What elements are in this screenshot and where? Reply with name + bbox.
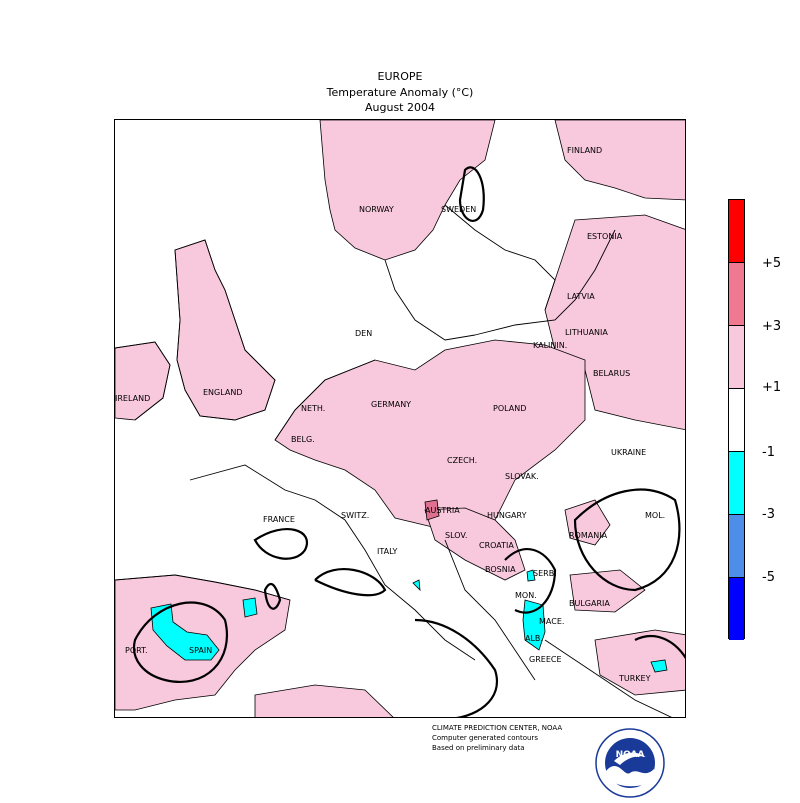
map-region-title: EUROPE <box>377 70 423 83</box>
label-bulgaria: BULGARIA <box>569 599 610 608</box>
label-estonia: ESTONIA <box>587 232 623 241</box>
colorbar-label: +5 <box>762 256 782 271</box>
label-bosnia: BOSNIA <box>485 565 516 574</box>
credit-line: Based on preliminary data <box>432 744 525 752</box>
label-ukraine: UKRAINE <box>611 448 646 457</box>
label-spain: SPAIN <box>189 646 212 655</box>
europe-anomaly-map: FINLAND NORWAY SWEDEN ESTONIA LATVIA DEN… <box>114 119 686 718</box>
noaa-logo-text: NOAA <box>616 750 645 760</box>
credit-line: CLIMATE PREDICTION CENTER, NOAA <box>432 724 563 732</box>
label-macedonia: MACE. <box>539 617 564 626</box>
positive-anomaly-regions <box>115 120 685 717</box>
label-slovenia: SLOV. <box>445 531 467 540</box>
colorbar-segment <box>729 200 744 263</box>
map-period-subtitle: August 2004 <box>365 101 435 114</box>
label-england: ENGLAND <box>203 388 243 397</box>
coastline-outlines <box>115 204 672 717</box>
label-netherlands: NETH. <box>301 404 325 413</box>
label-belgium: BELG. <box>291 435 315 444</box>
negative-anomaly-regions <box>150 569 668 673</box>
colorbar-label: -5 <box>762 570 775 585</box>
colorbar-label: +3 <box>762 319 782 334</box>
label-romania: ROMANIA <box>569 531 608 540</box>
credit-line: Computer generated contours <box>432 734 538 742</box>
label-greece: GREECE <box>529 655 562 664</box>
label-germany: GERMANY <box>371 400 411 409</box>
label-poland: POLAND <box>493 404 526 413</box>
label-denmark: DEN <box>355 329 372 338</box>
label-slovakia: SLOVAK. <box>505 472 539 481</box>
label-kaliningrad: KALININ. <box>533 341 567 350</box>
label-latvia: LATVIA <box>567 292 595 301</box>
label-croatia: CROATIA <box>479 541 514 550</box>
colorbar-segment <box>729 326 744 389</box>
colorbar-segment <box>729 578 744 640</box>
label-czech: CZECH. <box>447 456 477 465</box>
label-norway: NORWAY <box>359 205 394 214</box>
label-moldova: MOL. <box>645 511 665 520</box>
label-austria: AUSTRIA <box>425 506 460 515</box>
strong-positive-anomaly-regions <box>424 499 440 521</box>
colorbar-segment <box>729 389 744 452</box>
label-montenegro: MON. <box>515 591 537 600</box>
country-labels: FINLAND NORWAY SWEDEN ESTONIA LATVIA DEN… <box>115 146 665 683</box>
map-canvas: FINLAND NORWAY SWEDEN ESTONIA LATVIA DEN… <box>115 120 685 717</box>
label-serbia: SERB. <box>533 569 557 578</box>
label-albania: ALB. <box>525 634 543 643</box>
zero-anomaly-contours <box>132 166 685 717</box>
colorbar-segment <box>729 452 744 515</box>
label-finland: FINLAND <box>567 146 602 155</box>
colorbar-segment <box>729 263 744 326</box>
anomaly-colorbar <box>728 199 745 640</box>
colorbar-label: +1 <box>762 380 782 395</box>
colorbar-segment <box>729 515 744 578</box>
label-turkey: TURKEY <box>618 674 651 683</box>
label-ireland: IRELAND <box>115 394 150 403</box>
map-variable-subtitle: Temperature Anomaly (°C) <box>326 86 474 99</box>
label-lithuania: LITHUANIA <box>565 328 608 337</box>
label-hungary: HUNGARY <box>487 511 527 520</box>
label-belarus: BELARUS <box>593 369 630 378</box>
label-switzerland: SWITZ. <box>341 511 369 520</box>
label-italy: ITALY <box>377 547 397 556</box>
colorbar-label: -1 <box>762 445 775 460</box>
noaa-logo-icon: NOAA <box>594 727 666 799</box>
label-portugal: PORT. <box>125 646 148 655</box>
label-sweden: SWEDEN <box>441 205 476 214</box>
colorbar-label: -3 <box>762 507 775 522</box>
label-france: FRANCE <box>263 515 295 524</box>
